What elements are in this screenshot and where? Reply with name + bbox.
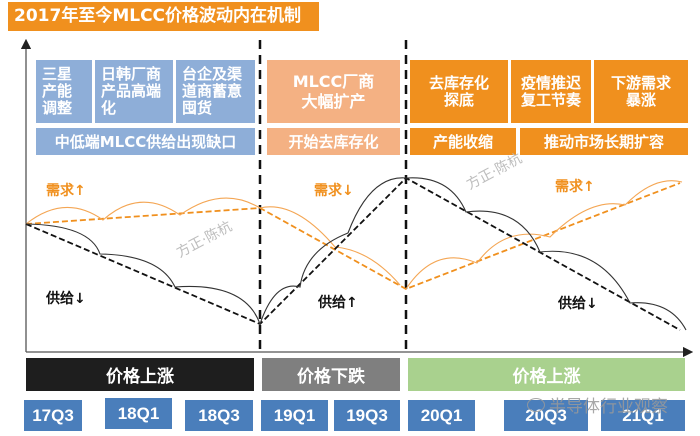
demand-text: 需求 <box>314 183 342 199</box>
demand-trend-line <box>25 182 681 290</box>
arrow-up-icon: ↑ <box>346 295 358 311</box>
arrow-down-icon: ↓ <box>586 296 598 312</box>
factor-demand-surge: 下游需求 暴涨 <box>594 60 688 123</box>
price-band-up-1: 价格上涨 <box>26 358 254 391</box>
quarter-label: 20Q1 <box>408 400 475 431</box>
wechat-icon <box>527 397 545 412</box>
result-supply-gap: 中低端MLCC供给出现缺口 <box>36 128 255 155</box>
phase1-demand-label: 需求↑ <box>46 180 86 200</box>
factor-expansion: MLCC厂商 大幅扩产 <box>267 60 400 123</box>
supply-text: 供给 <box>318 295 346 311</box>
supply-trend-line <box>25 176 681 331</box>
quarter-label: 17Q3 <box>24 400 82 431</box>
quarter-label: 19Q3 <box>334 400 400 431</box>
supply-text: 供给 <box>558 296 586 312</box>
price-band-up-2: 价格上涨 <box>408 358 685 391</box>
factor-destock-bottom: 去库存化 探底 <box>410 60 508 123</box>
factor-hoarding: 台企及渠 道商蓄意 囤货 <box>176 60 255 123</box>
result-market-expansion: 推动市场长期扩容 <box>520 128 688 155</box>
factor-epidemic: 疫情推迟 复工节奏 <box>511 60 591 123</box>
phase2-demand-label: 需求↓ <box>314 180 354 200</box>
quarter-label: 18Q1 <box>105 398 172 429</box>
quarter-label: 19Q1 <box>261 400 328 431</box>
phase3-demand-label: 需求↑ <box>555 176 595 196</box>
phase2-supply-label: 供给↑ <box>318 292 358 312</box>
source-text: 半导体行业观察 <box>549 397 668 417</box>
chart-title: 2017年至今MLCC价格波动内在机制 <box>8 2 319 31</box>
factor-jpkr-high-end: 日韩厂商 产品高端 化 <box>95 60 173 123</box>
arrow-up-icon: ↑ <box>74 183 86 199</box>
demand-text: 需求 <box>555 179 583 195</box>
quarter-label: 21Q1 <box>601 400 685 431</box>
arrow-down-icon: ↓ <box>342 183 354 199</box>
source-watermark: 半导体行业观察 <box>527 392 668 417</box>
quarter-label: 18Q3 <box>185 400 253 431</box>
arrow-up-icon: ↑ <box>583 179 595 195</box>
demand-curve-2 <box>405 180 683 290</box>
result-destocking: 开始去库存化 <box>267 128 400 155</box>
factor-samsung-capacity: 三星 产能 调整 <box>36 60 92 123</box>
result-capacity-shrink: 产能收缩 <box>410 128 516 155</box>
phase1-supply-label: 供给↓ <box>46 288 86 308</box>
phase3-supply-label: 供给↓ <box>558 293 598 313</box>
demand-text: 需求 <box>46 183 74 199</box>
supply-curve <box>25 177 687 331</box>
arrow-down-icon: ↓ <box>74 291 86 307</box>
price-band-down: 价格下跌 <box>262 358 400 391</box>
supply-text: 供给 <box>46 291 74 307</box>
